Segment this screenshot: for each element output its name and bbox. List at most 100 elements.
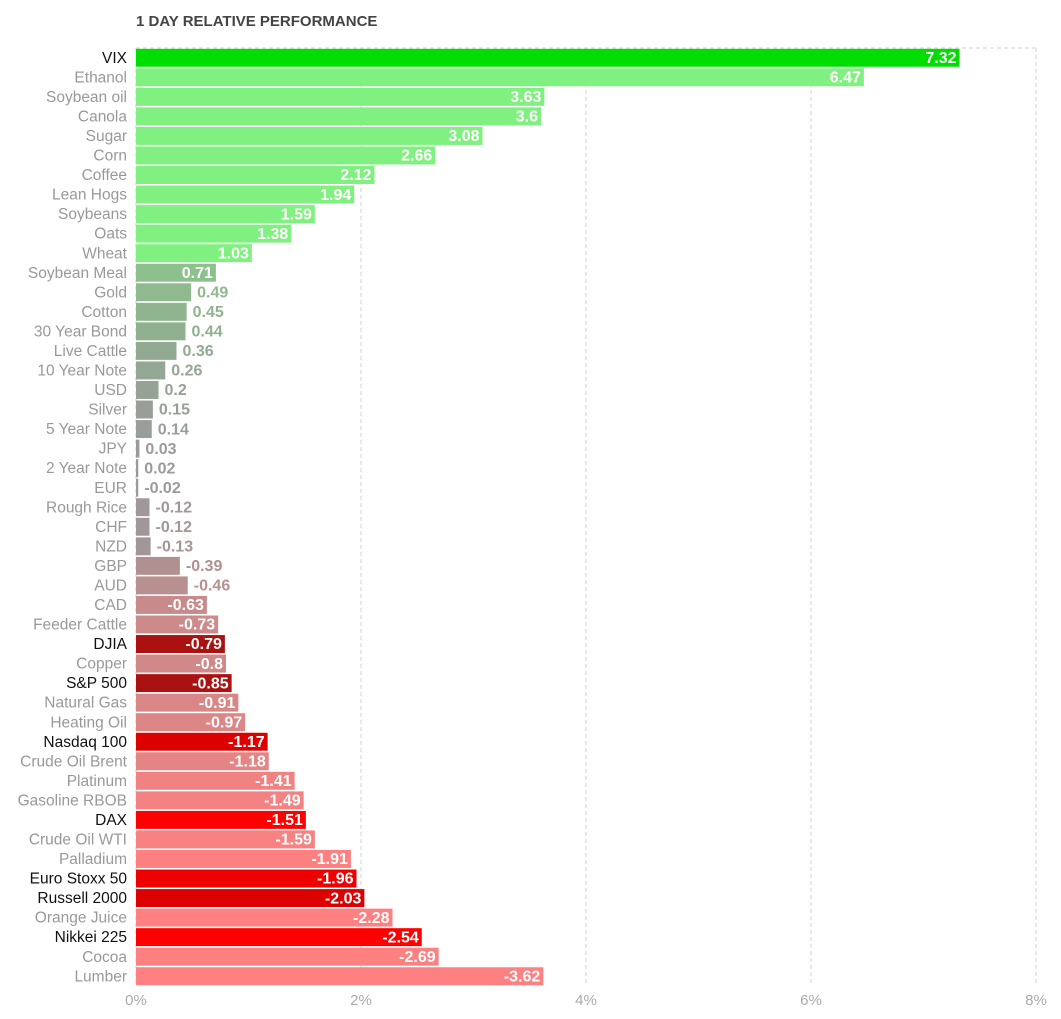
value-label: -1.96	[317, 871, 354, 888]
y-tick-label: Copper	[76, 656, 127, 673]
value-label: -0.12	[156, 519, 193, 536]
bar	[136, 693, 239, 712]
y-tick-label: Natural Gas	[44, 695, 127, 712]
bar	[136, 654, 226, 673]
value-label: -2.69	[399, 949, 436, 966]
bar	[136, 244, 252, 263]
x-tick-label: 8%	[1025, 992, 1047, 1009]
y-tick-label: Crude Oil WTI	[29, 832, 127, 849]
value-label: -0.79	[185, 636, 222, 653]
bar	[136, 537, 151, 556]
bar	[136, 322, 186, 341]
bar	[136, 635, 225, 653]
y-tick-label: Silver	[88, 402, 127, 419]
y-tick-label: 2 Year Note	[46, 460, 127, 477]
y-tick-label: Lumber	[74, 968, 127, 985]
y-tick-label: Nikkei 225	[55, 929, 127, 946]
bar	[136, 830, 315, 849]
bar	[136, 146, 436, 165]
y-tick-label: DAX	[95, 812, 128, 829]
y-tick-label: Cotton	[81, 304, 127, 321]
x-tick-label: 0%	[125, 992, 147, 1009]
y-tick-label: Canola	[78, 108, 127, 125]
y-tick-label: S&P 500	[66, 675, 127, 692]
bar	[136, 967, 544, 986]
bar	[136, 400, 153, 419]
value-label: 1.59	[281, 206, 312, 223]
value-label: 0.36	[183, 343, 214, 360]
y-tick-label: Rough Rice	[46, 499, 127, 516]
y-tick-label: Heating Oil	[50, 714, 127, 731]
value-label: 3.6	[516, 109, 538, 126]
y-tick-label: Cocoa	[82, 949, 127, 966]
value-label: 2.12	[340, 167, 371, 184]
bar	[136, 459, 139, 478]
bar	[136, 908, 393, 927]
value-label: 1.03	[218, 245, 249, 262]
y-tick-label: DJIA	[93, 636, 127, 653]
bar	[136, 732, 268, 751]
bar	[136, 87, 545, 106]
y-tick-label: 30 Year Bond	[34, 323, 127, 340]
y-tick-label: JPY	[99, 441, 127, 458]
bar	[136, 302, 187, 321]
y-tick-label: Wheat	[82, 245, 127, 262]
value-label: -0.46	[194, 578, 231, 595]
bar	[136, 947, 439, 966]
value-label: -0.12	[156, 499, 193, 516]
bar	[136, 478, 139, 497]
bar	[136, 166, 375, 184]
bar	[136, 713, 246, 732]
y-tick-label: Nasdaq 100	[43, 734, 127, 751]
bar	[136, 928, 422, 947]
y-tick-label: AUD	[94, 577, 127, 594]
value-label: 0.2	[165, 382, 187, 399]
bar	[136, 361, 166, 380]
bar	[136, 185, 355, 204]
value-label: 0.71	[182, 265, 213, 282]
y-tick-label: USD	[94, 382, 127, 399]
bar	[136, 341, 177, 360]
y-tick-label: Russell 2000	[37, 890, 127, 907]
value-label: 0.45	[193, 304, 224, 321]
bar	[136, 205, 315, 224]
bar	[136, 869, 357, 888]
value-label: 3.63	[510, 89, 541, 106]
y-tick-label: Sugar	[86, 128, 127, 145]
value-label: -0.85	[192, 675, 229, 692]
value-label: -0.97	[206, 714, 243, 731]
y-tick-label: 10 Year Note	[37, 363, 127, 380]
bar	[136, 107, 541, 126]
bar	[136, 752, 269, 771]
y-tick-label: Palladium	[59, 851, 127, 868]
value-label: -0.8	[195, 656, 223, 673]
value-label: 0.15	[159, 402, 190, 419]
bar	[136, 576, 188, 595]
bar	[136, 439, 140, 458]
bar	[136, 126, 483, 145]
chart-title: 1 DAY RELATIVE PERFORMANCE	[136, 13, 377, 30]
y-tick-label: Coffee	[82, 167, 127, 184]
value-label: 0.49	[197, 284, 228, 301]
bar	[136, 810, 306, 829]
y-tick-label: Soybeans	[58, 206, 127, 223]
bar	[136, 791, 304, 810]
y-tick-label: Euro Stoxx 50	[30, 871, 128, 888]
value-label: 0.26	[171, 363, 202, 380]
y-tick-label: Live Cattle	[54, 343, 127, 360]
y-tick-label: Orange Juice	[35, 910, 127, 927]
bar	[136, 263, 216, 282]
bar	[136, 771, 295, 790]
value-label: -1.51	[266, 812, 303, 829]
x-tick-label: 2%	[350, 992, 372, 1009]
bar	[136, 498, 150, 517]
bar	[136, 420, 152, 439]
value-label: -0.91	[199, 695, 236, 712]
value-label: -0.13	[157, 539, 194, 556]
value-label: -0.63	[167, 597, 204, 614]
value-label: -2.28	[353, 910, 390, 927]
value-label: 2.66	[401, 148, 432, 165]
y-tick-label: EUR	[94, 480, 127, 497]
value-label: -2.54	[382, 929, 419, 946]
y-tick-label: Soybean oil	[46, 89, 127, 106]
